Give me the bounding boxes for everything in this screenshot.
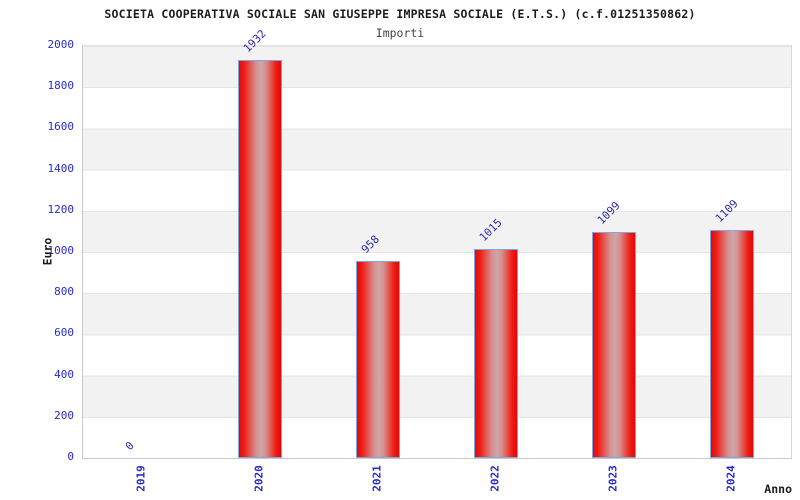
gridlines [83,46,791,458]
y-tick-label-800: 800 [54,285,74,299]
y-tick-label-1400: 1400 [47,161,75,175]
x-tick-label-2021: 2021 [370,465,384,492]
bar-value-label-2024: 1109 [712,197,741,225]
bar-2020 [238,60,282,458]
bar-2024 [710,230,754,458]
bar-value-label-2022: 1015 [476,216,505,244]
bar-2023 [592,232,636,458]
y-tick-label-1000: 1000 [47,244,75,257]
x-tick-label-2019: 2019 [134,465,148,492]
y-tick-label-1200: 1200 [47,202,75,216]
y-tick-label-1800: 1800 [47,79,75,93]
x-tick-label-2023: 2023 [606,465,620,492]
plot-area: 0 1932 958 1015 1099 1109 [82,27,792,459]
y-tick-label-2000: 2000 [47,38,75,51]
y-axis-title: Euro [40,237,55,266]
bar-value-label-2021: 958 [358,232,383,256]
x-tick-label-2020: 2020 [252,465,266,492]
bar-value-label-2019: 0 [122,439,137,453]
x-axis-title: Anno [764,482,792,496]
x-tick-label-2024: 2024 [724,465,738,492]
chart-subtitle: Importi [375,26,425,40]
y-tick-label-0: 0 [67,450,74,463]
y-tick-label-1600: 1600 [47,120,75,134]
y-tick-label-600: 600 [54,326,74,340]
y-tick-label-200: 200 [54,408,74,422]
x-tick-label-2022: 2022 [488,465,502,492]
bar-2021 [356,261,400,458]
chart-title: SOCIETA COOPERATIVA SOCIALE SAN GIUSEPPE… [104,7,696,21]
bar-value-label-2023: 1099 [594,199,623,227]
bar-2022 [474,249,518,458]
y-tick-label-400: 400 [54,367,74,381]
